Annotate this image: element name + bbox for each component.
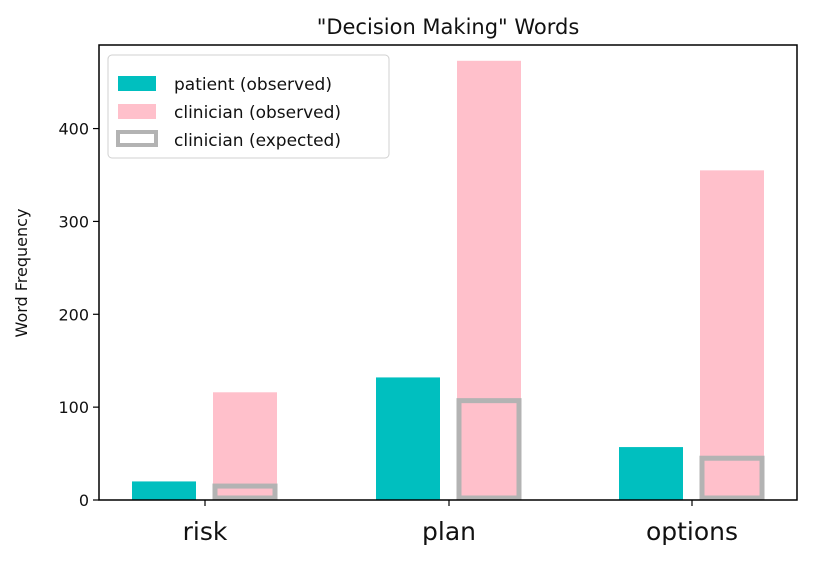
y-tick-label-400: 400 — [58, 120, 89, 139]
legend-swatch-clinician-expected — [116, 130, 158, 147]
bar-options-clinician-expected — [699, 455, 765, 501]
legend: patient (observed) clinician (observed) cl… — [107, 54, 390, 159]
bar-options-clinician-observed — [700, 170, 764, 500]
x-tick-label-options: options — [646, 517, 738, 546]
legend-swatch-clinician-observed — [118, 104, 156, 119]
bar-plan-clinician-expected — [456, 398, 522, 501]
legend-label-patient-observed: patient (observed) — [174, 75, 332, 95]
y-tick-label-0: 0 — [79, 491, 89, 510]
bar-options-patient-observed — [619, 447, 683, 500]
chart-title: "Decision Making" Words — [317, 15, 580, 39]
legend-label-clinician-expected: clinician (expected) — [174, 131, 341, 151]
bar-risk-clinician-observed — [213, 392, 277, 500]
axis-layer: 0 100 200 300 400 risk plan options — [58, 120, 738, 546]
legend-label-clinician-observed: clinician (observed) — [174, 103, 341, 123]
y-tick-label-100: 100 — [58, 398, 89, 417]
y-tick-label-200: 200 — [58, 305, 89, 324]
y-axis-label: Word Frequency — [12, 209, 31, 338]
bars-layer — [132, 60, 765, 501]
bar-plan-clinician-observed — [457, 60, 521, 501]
x-tick-label-plan: plan — [422, 517, 476, 546]
bar-plan-patient-observed — [376, 377, 440, 500]
bar-risk-patient-observed — [132, 481, 196, 500]
legend-box — [107, 54, 390, 159]
x-tick-label-risk: risk — [183, 517, 228, 546]
y-tick-label-300: 300 — [58, 212, 89, 231]
plot-frame — [98, 44, 798, 501]
legend-swatch-patient-observed — [118, 76, 156, 91]
bar-risk-clinician-expected — [212, 483, 278, 501]
